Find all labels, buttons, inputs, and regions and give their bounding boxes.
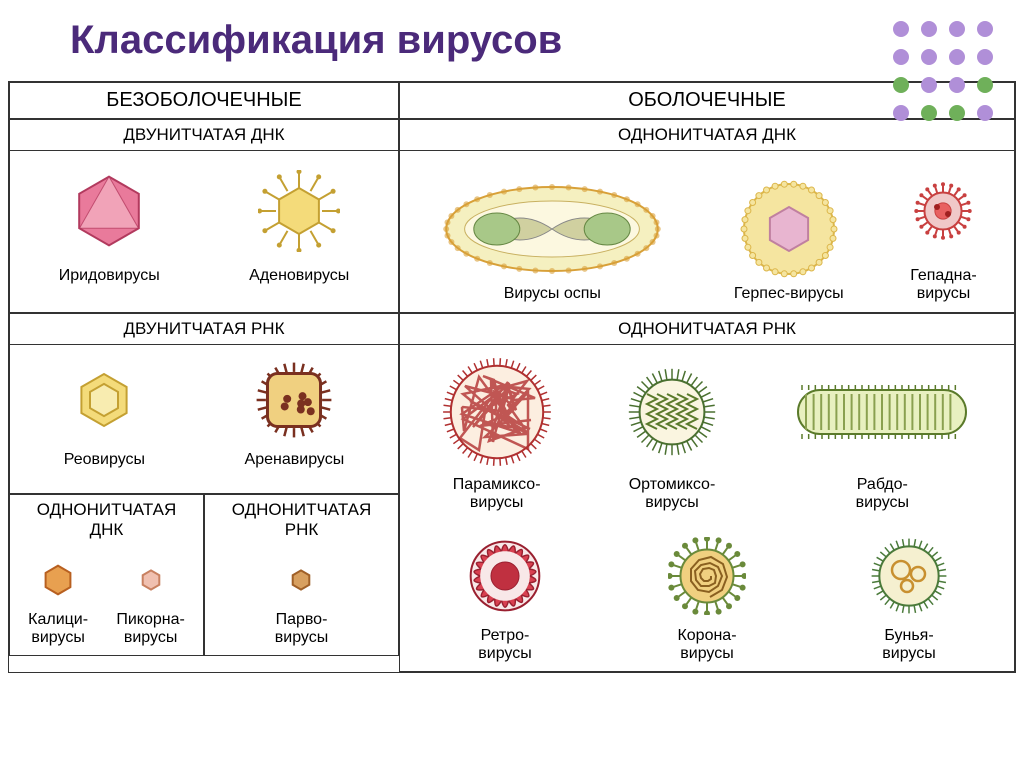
- dots-svg: [886, 14, 1006, 134]
- virus-paramyxo: Парамиксо- вирусы: [442, 355, 552, 513]
- sub-dsRNA: ДВУНИТЧАТАЯ РНК: [10, 314, 398, 345]
- virus-herpes: Герпес-вирусы: [734, 179, 844, 303]
- cell-dsDNA-nonenv: ДВУНИТЧАТАЯ ДНК Иридовирусы Аденовирусы: [9, 119, 399, 313]
- virus-irido: Иридовирусы: [59, 161, 160, 285]
- cell-dsRNA: ДВУНИТЧАТАЯ РНК Реовирусы Аренавирусы: [9, 313, 399, 494]
- virus-label: Пикорна- вирусы: [116, 611, 184, 648]
- calici-icon: [41, 555, 75, 605]
- virus-calici: Калици- вирусы: [28, 555, 88, 648]
- sub-ssRNA-nonenv: ОДНОНИТЧАТАЯ РНК: [205, 495, 398, 545]
- header-row: БЕЗОБОЛОЧЕЧНЫЕ ОБОЛОЧЕЧНЫЕ: [9, 82, 1015, 119]
- virus-label: Ретро- вирусы: [478, 627, 531, 664]
- virus-bunya: Бунья- вирусы: [870, 531, 948, 664]
- reo-icon: [73, 355, 135, 445]
- col-header-nonenveloped: БЕЗОБОЛОЧЕЧНЫЕ: [9, 82, 399, 119]
- bunya-icon: [870, 531, 948, 621]
- virus-label: Рабдо- вирусы: [856, 476, 909, 513]
- items-ssRNA-nonenv: Парво- вирусы: [205, 545, 398, 656]
- virus-parvo: Парво- вирусы: [275, 555, 328, 648]
- virus-orthomyxo: Ортомиксо- вирусы: [627, 355, 717, 513]
- virus-label: Герпес-вирусы: [734, 285, 844, 303]
- arena-icon: [255, 355, 333, 445]
- virus-label: Реовирусы: [64, 451, 145, 469]
- dot-decoration: [886, 14, 1006, 134]
- hepadna-icon: [914, 161, 972, 261]
- parvo-icon: [289, 555, 313, 605]
- col-ssRNA-nonenv: ОДНОНИТЧАТАЯ РНК Парво- вирусы: [204, 494, 399, 657]
- virus-adeno: Аденовирусы: [249, 161, 349, 285]
- virus-label: Вирусы оспы: [504, 285, 601, 303]
- virus-rhabdo: Рабдо- вирусы: [792, 355, 972, 513]
- orthomyxo-icon: [627, 355, 717, 470]
- picorna-icon: [139, 555, 163, 605]
- virus-hepadna: Гепадна- вирусы: [910, 161, 976, 304]
- items-ssDNA: Вирусы оспы Герпес-вирусы Гепадна- вирусы: [400, 151, 1014, 312]
- cell-ssDNA-env: ОДНОНИТЧАТАЯ ДНК Вирусы оспыГерпес-вирус…: [399, 119, 1015, 313]
- virus-label: Парамиксо- вирусы: [453, 476, 541, 513]
- virus-pox: Вирусы оспы: [437, 179, 667, 303]
- sub-dsDNA: ДВУНИТЧАТАЯ ДНК: [10, 120, 398, 151]
- genome-row-2: ДВУНИТЧАТАЯ РНК Реовирусы Аренавирусы ОДН…: [9, 313, 1015, 673]
- cell-bottom-split: ОДНОНИТЧАТАЯ ДНК Калици- вирусы Пикорна- …: [9, 494, 399, 673]
- left-stack: ДВУНИТЧАТАЯ РНК Реовирусы Аренавирусы ОДН…: [9, 313, 399, 673]
- virus-label: Корона- вирусы: [677, 627, 736, 664]
- virus-label: Ортомиксо- вирусы: [629, 476, 716, 513]
- virus-label: Аденовирусы: [249, 267, 349, 285]
- items-ssRNA-row1: Парамиксо- вирусы Ортомиксо- вирусы Рабдо-…: [400, 345, 1014, 521]
- virus-arena: Аренавирусы: [245, 355, 345, 469]
- virus-corona: Корона- вирусы: [668, 531, 746, 664]
- irido-icon: [68, 161, 150, 261]
- items-ssRNA-row2: Ретро- вирусы Корона- вирусы Бунья- вирусы: [400, 521, 1014, 672]
- virus-label: Бунья- вирусы: [882, 627, 935, 664]
- items-ssDNA-nonenv: Калици- вирусы Пикорна- вирусы: [10, 545, 203, 656]
- virus-label: Калици- вирусы: [28, 611, 88, 648]
- classification-table: БЕЗОБОЛОЧЕЧНЫЕ ОБОЛОЧЕЧНЫЕ ДВУНИТЧАТАЯ Д…: [8, 81, 1016, 673]
- virus-label: Гепадна- вирусы: [910, 267, 976, 304]
- virus-reo: Реовирусы: [64, 355, 145, 469]
- virus-picorna: Пикорна- вирусы: [116, 555, 184, 648]
- items-dsDNA: Иридовирусы Аденовирусы: [10, 151, 398, 293]
- page-title: Классификация вирусов: [0, 0, 1024, 81]
- pox-icon: [437, 179, 667, 279]
- virus-label: Аренавирусы: [245, 451, 345, 469]
- herpes-icon: [739, 179, 839, 279]
- retro-icon: [466, 531, 544, 621]
- sub-ssRNA: ОДНОНИТЧАТАЯ РНК: [400, 314, 1014, 345]
- genome-row-1: ДВУНИТЧАТАЯ ДНК Иридовирусы Аденовирусы О…: [9, 119, 1015, 313]
- virus-label: Парво- вирусы: [275, 611, 328, 648]
- virus-retro: Ретро- вирусы: [466, 531, 544, 664]
- corona-icon: [668, 531, 746, 621]
- items-dsRNA: Реовирусы Аренавирусы: [10, 345, 398, 477]
- sub-ssDNA-nonenv: ОДНОНИТЧАТАЯ ДНК: [10, 495, 203, 545]
- rhabdo-icon: [792, 355, 972, 470]
- bottom-split: ОДНОНИТЧАТАЯ ДНК Калици- вирусы Пикорна- …: [9, 494, 399, 657]
- col-ssDNA-nonenv: ОДНОНИТЧАТАЯ ДНК Калици- вирусы Пикорна- …: [9, 494, 204, 657]
- adeno-icon: [258, 161, 340, 261]
- virus-label: Иридовирусы: [59, 267, 160, 285]
- paramyxo-icon: [442, 355, 552, 470]
- cell-ssRNA-env: ОДНОНИТЧАТАЯ РНК Парамиксо- вирусы Ортоми…: [399, 313, 1015, 673]
